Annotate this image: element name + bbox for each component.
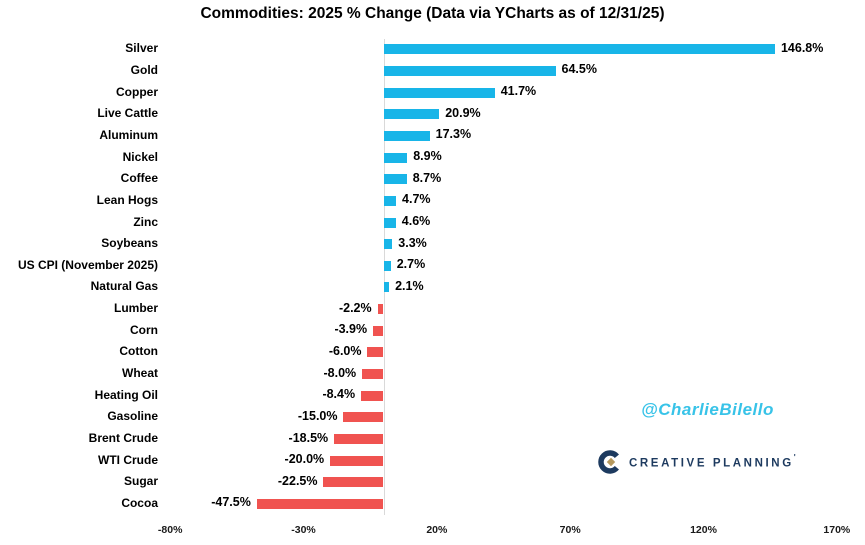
bar xyxy=(383,109,440,120)
bar xyxy=(377,304,384,315)
category-label: Nickel xyxy=(122,149,158,164)
x-axis-tick-label: -80% xyxy=(157,523,183,536)
value-label: 2.1% xyxy=(395,278,424,293)
x-axis-tick-label: 70% xyxy=(559,523,581,536)
creative-planning-logo: CREATIVE PLANNING' xyxy=(598,450,796,474)
category-label: Zinc xyxy=(133,214,158,229)
value-label: -22.5% xyxy=(277,473,318,488)
bar xyxy=(383,44,775,55)
value-label: 17.3% xyxy=(435,127,472,142)
bar xyxy=(383,174,407,185)
value-label: -8.4% xyxy=(322,387,356,402)
bar xyxy=(343,412,384,423)
x-axis-tick-label: 120% xyxy=(690,523,717,536)
category-label: Aluminum xyxy=(99,127,158,142)
zero-axis-line xyxy=(383,38,385,515)
bar xyxy=(383,239,393,250)
bar xyxy=(383,217,396,228)
x-axis-tick-label: 20% xyxy=(426,523,448,536)
value-label: 4.6% xyxy=(401,214,431,229)
category-label: Wheat xyxy=(122,366,158,381)
category-label: Live Cattle xyxy=(97,106,158,121)
category-label: Natural Gas xyxy=(90,279,158,294)
chart-title: Commodities: 2025 % Change (Data via YCh… xyxy=(200,5,665,22)
category-label: Gold xyxy=(130,62,158,77)
bar xyxy=(383,65,556,76)
value-label: 20.9% xyxy=(445,105,481,120)
category-label: Brent Crude xyxy=(88,431,158,446)
bar xyxy=(362,369,384,380)
value-label: 8.7% xyxy=(412,170,442,185)
author-handle: @CharlieBilello xyxy=(641,400,774,419)
category-label: Lean Hogs xyxy=(96,192,158,207)
x-axis-tick-label: 170% xyxy=(823,523,851,536)
value-label: -47.5% xyxy=(211,495,251,510)
value-label: 4.7% xyxy=(402,192,431,207)
category-label: Copper xyxy=(116,84,158,99)
bar xyxy=(383,282,390,293)
bar xyxy=(367,347,384,358)
category-label: Gasoline xyxy=(107,409,158,424)
category-label: Lumber xyxy=(113,301,158,316)
bar xyxy=(383,87,495,98)
bar xyxy=(330,455,384,466)
value-label: 64.5% xyxy=(561,62,597,77)
category-label: Coffee xyxy=(120,171,158,186)
value-label: -6.0% xyxy=(328,343,362,358)
category-label: Cotton xyxy=(119,344,158,359)
value-label: 3.3% xyxy=(398,235,427,250)
bar xyxy=(383,130,430,141)
value-label: -20.0% xyxy=(284,452,325,467)
value-label: -18.5% xyxy=(288,430,329,445)
value-label: 8.9% xyxy=(413,149,442,164)
category-label: Soybeans xyxy=(101,236,158,251)
bar xyxy=(373,325,384,336)
value-label: 146.8% xyxy=(780,40,824,55)
category-label: Cocoa xyxy=(121,495,158,510)
bar xyxy=(361,390,384,401)
value-label: 2.7% xyxy=(396,257,426,272)
creative-planning-logo-icon xyxy=(598,450,619,474)
logo-trademark-mark: ' xyxy=(793,452,796,462)
value-label: -8.0% xyxy=(323,365,357,380)
category-label: Heating Oil xyxy=(94,387,158,402)
bar xyxy=(383,260,391,271)
bar xyxy=(323,477,384,488)
value-label: -2.2% xyxy=(338,300,372,315)
creative-planning-logo-text: CREATIVE PLANNING xyxy=(629,457,794,470)
value-label: -3.9% xyxy=(334,322,368,337)
category-label: Corn xyxy=(130,322,158,337)
category-label: Silver xyxy=(125,41,158,56)
category-label: Sugar xyxy=(123,474,158,489)
bar xyxy=(334,434,384,445)
value-label: 41.7% xyxy=(500,84,537,99)
bar xyxy=(256,498,384,509)
category-label: WTI Crude xyxy=(98,452,158,467)
bar xyxy=(383,152,408,163)
bar xyxy=(383,195,397,206)
category-label: US CPI (November 2025) xyxy=(17,257,158,272)
value-label: -15.0% xyxy=(297,408,338,423)
x-axis-tick-label: -30% xyxy=(291,523,316,536)
